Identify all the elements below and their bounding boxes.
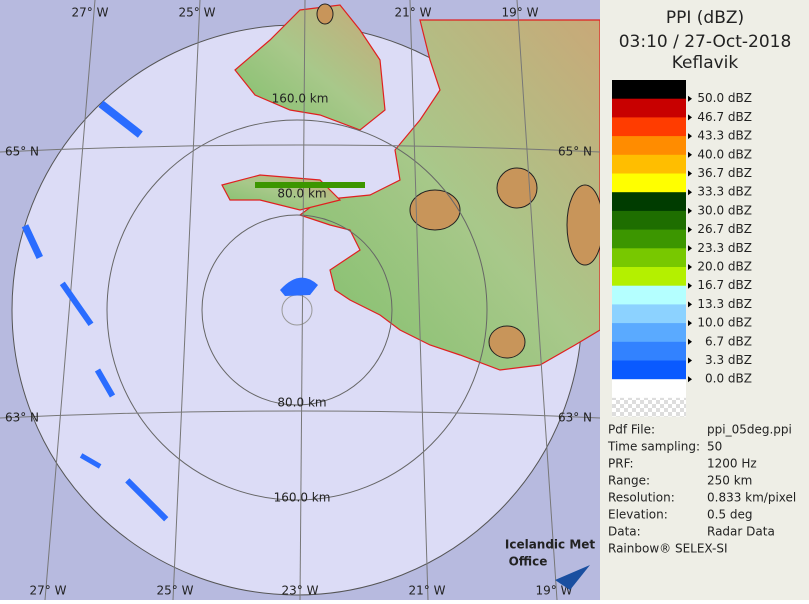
info-label: Data: <box>608 525 641 539</box>
legend-label: 16.7 dBZ <box>697 278 752 292</box>
logo-text: Office <box>509 555 548 569</box>
range-rings <box>106 119 488 501</box>
logo-mark <box>555 565 590 590</box>
info-label: Resolution: <box>608 491 675 505</box>
legend-pointer <box>688 301 692 308</box>
info-label: PRF: <box>608 457 634 471</box>
legend-swatch <box>612 248 686 268</box>
legend-swatch <box>612 173 686 193</box>
legend-pointer <box>688 114 692 121</box>
legend-swatch <box>612 341 686 361</box>
logo-text: Icelandic Met <box>505 538 596 552</box>
lon-label: 21° W <box>395 6 432 20</box>
legend-swatch <box>612 379 686 398</box>
lat-label: 65° N <box>558 145 592 159</box>
lon-label: 21° W <box>409 584 446 598</box>
software: Rainbow® SELEX-SI <box>608 542 728 556</box>
info-label: Elevation: <box>608 508 668 522</box>
legend-label: 13.3 dBZ <box>697 297 752 311</box>
legend-swatch <box>612 154 686 174</box>
legend-label: 46.7 dBZ <box>697 110 752 124</box>
legend-label: 23.3 dBZ <box>697 241 752 255</box>
legend-swatch <box>612 98 686 118</box>
legend-swatch <box>612 397 686 417</box>
graticule <box>0 0 601 601</box>
legend-swatch <box>612 360 686 380</box>
info-value: 0.833 km/pixel <box>707 491 796 505</box>
legend-label: 40.0 dBZ <box>697 147 752 161</box>
legend-label: 6.7 dBZ <box>705 334 752 348</box>
lon-label: 25° W <box>157 584 194 598</box>
lat-label: 63° N <box>558 411 592 425</box>
legend-label: 33.3 dBZ <box>697 185 752 199</box>
info-value: 1200 Hz <box>707 457 757 471</box>
info-value: Radar Data <box>707 525 775 539</box>
lon-label: 27° W <box>30 584 67 598</box>
map-labels: 27° W 25° W 21° W 19° W 27° W 25° W 23° W 21° W… <box>5 6 595 598</box>
legend-label: 3.3 dBZ <box>705 353 752 367</box>
lat-label: 63° N <box>5 411 39 425</box>
lon-label: 25° W <box>179 6 216 20</box>
legend-swatch <box>612 192 686 212</box>
legend-swatch <box>612 136 686 156</box>
info-label: Pdf File: <box>608 423 655 437</box>
range-label: 160.0 km <box>274 491 331 505</box>
legend-swatch <box>612 267 686 287</box>
range-label: 80.0 km <box>277 396 326 410</box>
legend-swatch <box>612 80 686 100</box>
station: Keflavik <box>672 53 739 73</box>
legend-pointer <box>688 170 692 177</box>
legend-label: 0.0 dBZ <box>705 372 752 386</box>
legend-swatch <box>612 285 686 305</box>
info-value: 50 <box>707 440 722 454</box>
legend-pointer <box>688 189 692 196</box>
lon-label: 23° W <box>282 584 319 598</box>
info-label: Time sampling: <box>607 440 700 454</box>
legend-swatch <box>612 210 686 231</box>
range-label: 160.0 km <box>272 92 329 106</box>
legend-pointer <box>688 264 692 270</box>
legend-swatch <box>612 304 686 324</box>
legend-swatch <box>612 229 686 249</box>
legend-pointer <box>688 338 692 345</box>
legend-pointer <box>688 282 692 289</box>
legend-pointer <box>688 207 692 214</box>
legend-pointer <box>688 245 692 252</box>
map: 27° W 25° W 21° W 19° W 27° W 25° W 23° W 21° W… <box>0 0 604 601</box>
title: PPI (dBZ) <box>666 8 744 28</box>
info-label: Range: <box>608 474 650 488</box>
range-label: 80.0 km <box>277 187 326 201</box>
legend-swatch <box>612 117 686 137</box>
legend-label: 26.7 dBZ <box>697 222 752 236</box>
legend-label: 36.7 dBZ <box>697 166 752 180</box>
legend-swatch <box>612 323 686 343</box>
info-value: 0.5 deg <box>707 508 753 522</box>
lon-label: 27° W <box>72 6 109 20</box>
info-value: 250 km <box>707 474 752 488</box>
legend-pointer <box>688 320 692 327</box>
legend-pointer <box>688 357 692 364</box>
glaciers <box>316 3 604 359</box>
legend-label: 20.0 dBZ <box>697 260 752 274</box>
lon-label: 19° W <box>536 584 573 598</box>
lon-label: 19° W <box>502 6 539 20</box>
legend-pointer <box>688 226 692 233</box>
info-table: Pdf File: ppi_05deg.ppi Time sampling: 50 PR… <box>607 423 796 539</box>
info-value: ppi_05deg.ppi <box>707 423 792 437</box>
lat-label: 65° N <box>5 145 39 159</box>
legend-label: 30.0 dBZ <box>697 203 752 217</box>
legend: 50.0 dBZ 46.7 dBZ 43.3 dBZ 40.0 dBZ 36.7 dBZ… <box>612 80 752 417</box>
legend-label: 43.3 dBZ <box>697 129 752 143</box>
legend-pointer <box>688 376 692 383</box>
legend-pointer <box>688 133 692 140</box>
legend-label: 10.0 dBZ <box>697 316 752 330</box>
datetime: 03:10 / 27-Oct-2018 <box>619 32 792 52</box>
legend-pointer <box>688 151 692 158</box>
legend-pointer <box>688 95 692 102</box>
legend-label: 50.0 dBZ <box>697 91 752 105</box>
echoes <box>21 100 365 522</box>
